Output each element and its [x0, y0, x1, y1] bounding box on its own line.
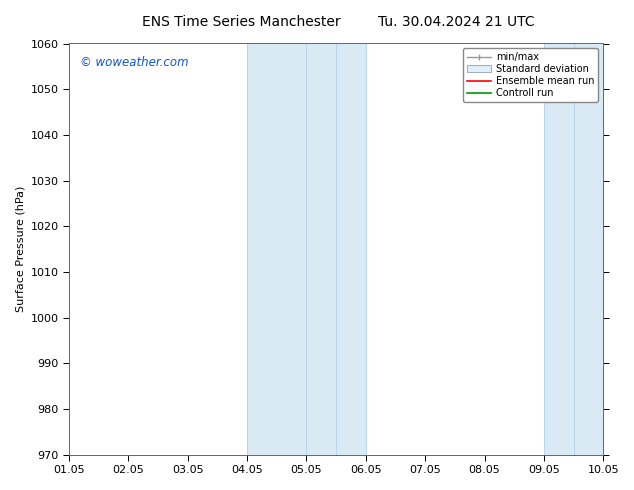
Bar	[247, 44, 366, 455]
Text: © woweather.com: © woweather.com	[80, 56, 188, 69]
Text: ENS Time Series Manchester: ENS Time Series Manchester	[141, 15, 340, 29]
Text: Tu. 30.04.2024 21 UTC: Tu. 30.04.2024 21 UTC	[378, 15, 535, 29]
Legend: min/max, Standard deviation, Ensemble mean run, Controll run: min/max, Standard deviation, Ensemble me…	[463, 49, 598, 102]
Bar	[544, 44, 603, 455]
Y-axis label: Surface Pressure (hPa): Surface Pressure (hPa)	[15, 186, 25, 312]
